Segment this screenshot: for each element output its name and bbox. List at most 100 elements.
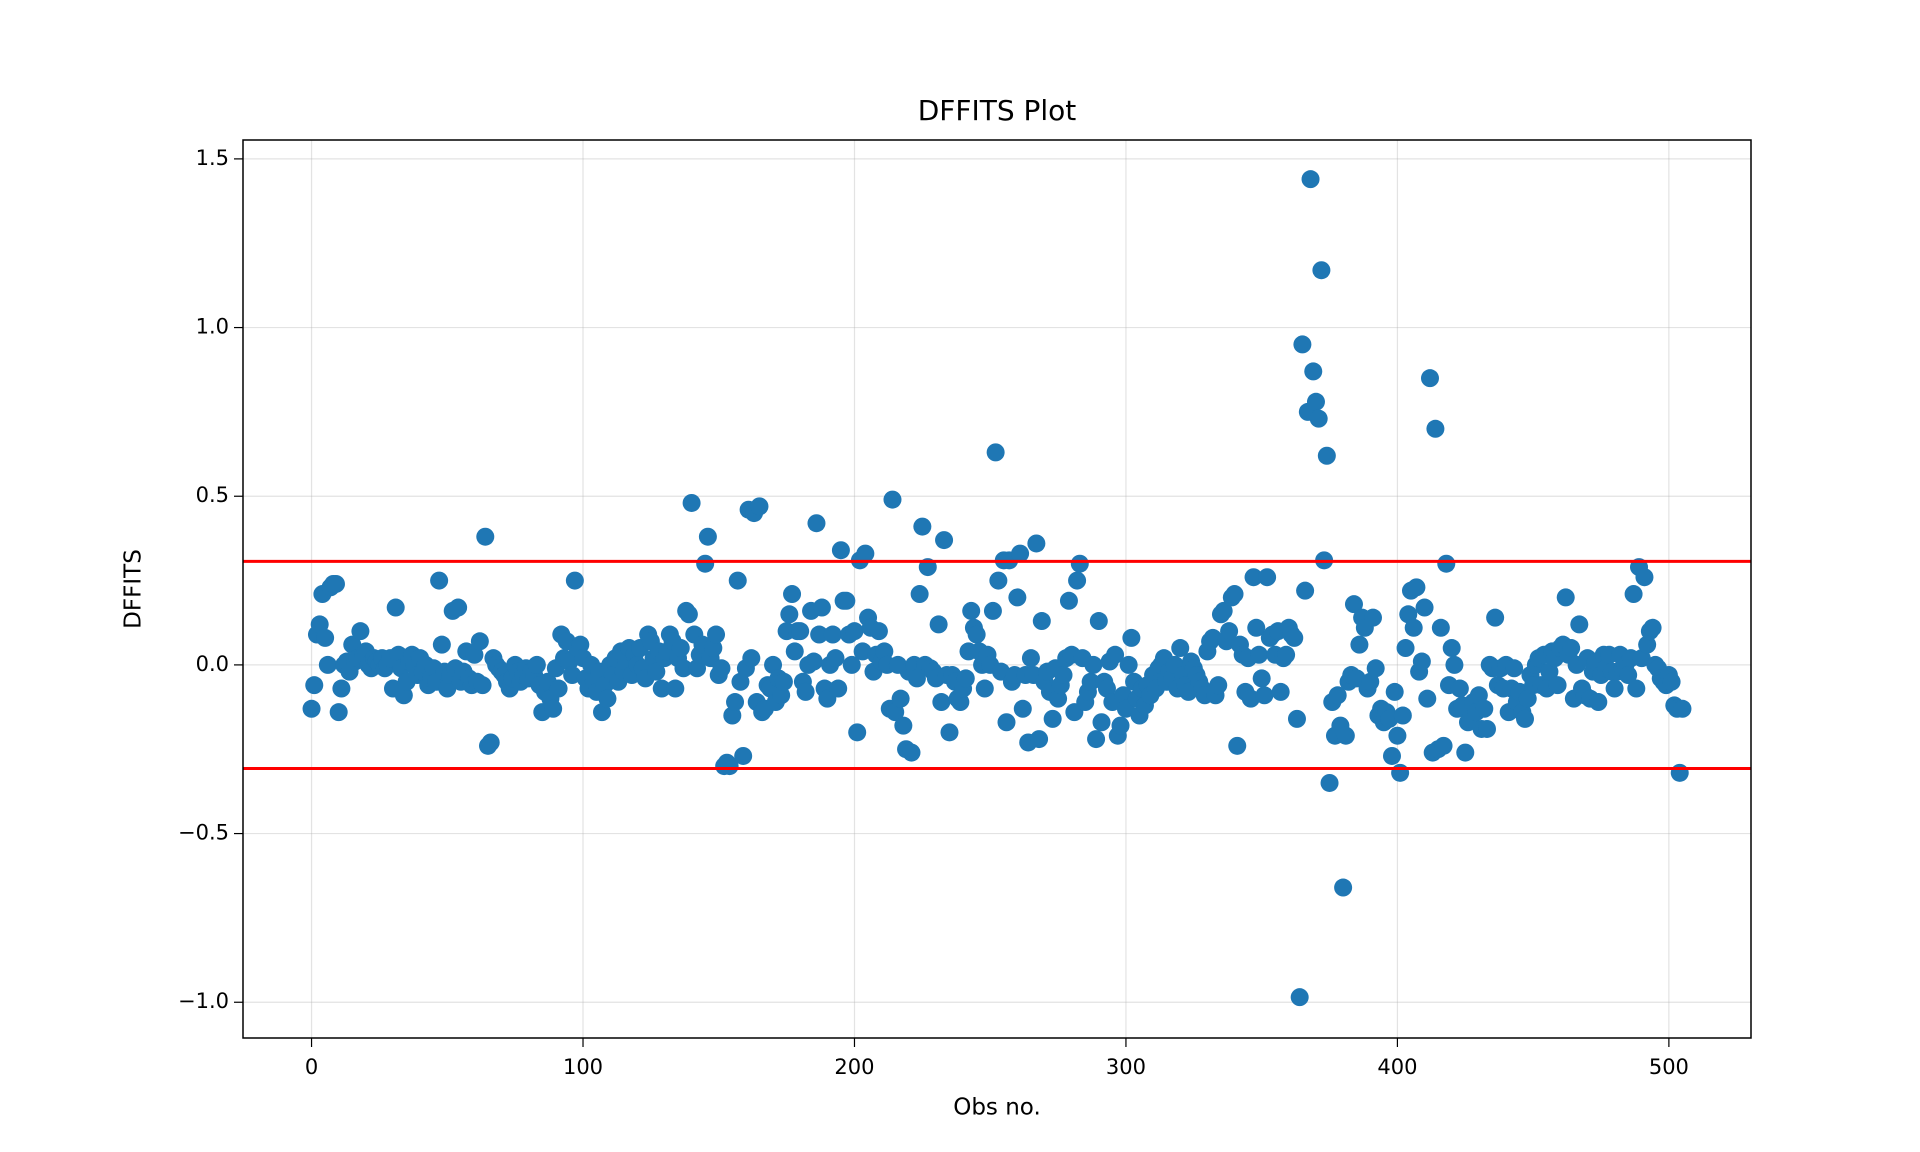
data-point xyxy=(1382,746,1401,765)
data-point xyxy=(848,723,867,742)
data-point xyxy=(1247,618,1266,637)
data-point xyxy=(913,517,932,536)
data-point xyxy=(1255,686,1274,705)
data-point xyxy=(783,585,802,604)
data-point xyxy=(1589,693,1608,712)
data-point xyxy=(812,598,831,617)
data-point xyxy=(929,615,948,634)
data-point xyxy=(1404,618,1423,637)
y-tick-label: 1.5 xyxy=(196,146,229,170)
data-point xyxy=(997,713,1016,732)
data-point xyxy=(1008,588,1027,607)
data-point xyxy=(712,659,731,678)
data-point xyxy=(1114,686,1133,705)
data-point xyxy=(842,655,861,674)
y-tick-label: 1.0 xyxy=(196,315,229,339)
data-point xyxy=(1562,639,1581,658)
data-point xyxy=(894,716,913,735)
data-point xyxy=(432,635,451,654)
data-point xyxy=(1089,612,1108,631)
data-point xyxy=(1228,736,1247,755)
data-point xyxy=(780,605,799,624)
data-point xyxy=(1296,581,1315,600)
data-point xyxy=(1013,699,1032,718)
y-tick-label: 0.5 xyxy=(196,483,229,507)
data-point xyxy=(823,625,842,644)
y-tick-label: −0.5 xyxy=(178,821,229,845)
data-point xyxy=(742,649,761,668)
data-point xyxy=(940,723,959,742)
x-tick-label: 400 xyxy=(1377,1055,1417,1079)
data-point xyxy=(707,625,726,644)
y-tick-label: −1.0 xyxy=(178,989,229,1013)
data-point xyxy=(1203,628,1222,647)
x-tick-label: 100 xyxy=(563,1055,603,1079)
data-point xyxy=(796,682,815,701)
data-point xyxy=(1241,689,1260,708)
data-point xyxy=(1304,362,1323,381)
data-point xyxy=(1361,672,1380,691)
data-point xyxy=(1437,554,1456,573)
data-point xyxy=(975,679,994,698)
data-point xyxy=(720,757,739,776)
data-point xyxy=(1385,682,1404,701)
data-point xyxy=(1442,639,1461,658)
data-point xyxy=(734,746,753,765)
data-point xyxy=(1059,591,1078,610)
data-point xyxy=(1662,672,1681,691)
data-point xyxy=(593,703,612,722)
data-point xyxy=(473,676,492,695)
data-point xyxy=(430,571,449,590)
data-point xyxy=(1277,645,1296,664)
data-point xyxy=(1225,585,1244,604)
data-point xyxy=(1336,726,1355,745)
data-point xyxy=(351,622,370,641)
data-point xyxy=(316,628,335,647)
data-point xyxy=(1363,608,1382,627)
data-point xyxy=(1477,719,1496,738)
data-point xyxy=(1011,544,1030,563)
data-point xyxy=(326,574,345,593)
data-point xyxy=(1516,709,1535,728)
data-point xyxy=(951,693,970,712)
chart-title: DFFITS Plot xyxy=(918,94,1077,127)
data-point xyxy=(1119,655,1138,674)
y-tick-label: 0.0 xyxy=(196,652,229,676)
data-point xyxy=(1434,736,1453,755)
data-point xyxy=(1418,689,1437,708)
data-point xyxy=(1412,652,1431,671)
data-point xyxy=(1643,618,1662,637)
data-point xyxy=(527,655,546,674)
data-point xyxy=(1068,571,1087,590)
data-point xyxy=(1619,666,1638,685)
data-point xyxy=(329,703,348,722)
data-point xyxy=(1032,612,1051,631)
x-tick-label: 200 xyxy=(834,1055,874,1079)
data-point xyxy=(449,598,468,617)
data-point xyxy=(563,666,582,685)
data-point xyxy=(791,622,810,641)
data-point xyxy=(1027,534,1046,553)
data-point xyxy=(1450,679,1469,698)
data-point xyxy=(1081,672,1100,691)
data-point xyxy=(1445,655,1464,674)
data-point xyxy=(1518,689,1537,708)
data-point xyxy=(560,652,579,671)
data-point xyxy=(544,699,563,718)
data-point xyxy=(310,615,329,634)
data-point xyxy=(1431,618,1450,637)
data-point xyxy=(962,601,981,620)
data-point xyxy=(671,639,690,658)
data-point xyxy=(1312,261,1331,280)
data-point xyxy=(1301,170,1320,189)
data-point xyxy=(810,625,829,644)
data-point xyxy=(907,669,926,688)
data-point xyxy=(704,639,723,658)
data-point xyxy=(1469,686,1488,705)
data-point xyxy=(731,672,750,691)
data-point xyxy=(674,659,693,678)
x-tick-label: 500 xyxy=(1649,1055,1689,1079)
data-point xyxy=(886,703,905,722)
data-point xyxy=(1043,709,1062,728)
x-tick-label: 300 xyxy=(1106,1055,1146,1079)
